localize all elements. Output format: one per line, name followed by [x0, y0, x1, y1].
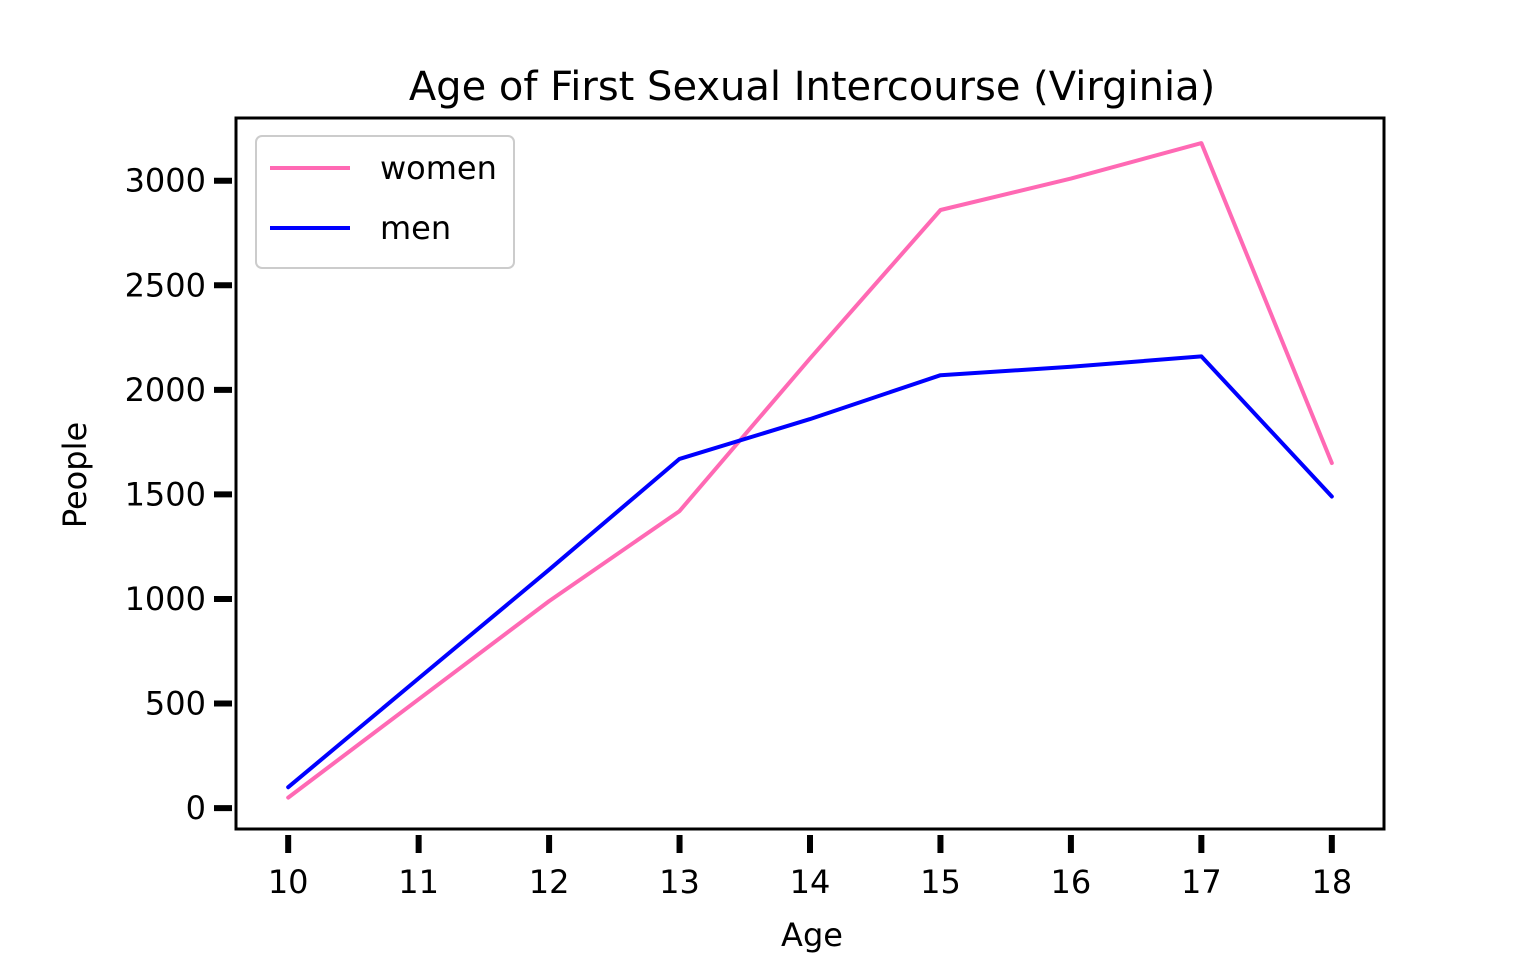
plot-frame: [234, 116, 1386, 831]
plot-border: [234, 116, 1386, 831]
chart-title: Age of First Sexual Intercourse (Virgini…: [409, 64, 1215, 110]
x-axis-label: Age: [781, 916, 843, 954]
y-tick-label: 2000: [125, 371, 206, 409]
x-tick-label: 11: [398, 863, 439, 901]
x-tick-label: 15: [920, 863, 961, 901]
y-axis: 0 500 1000 1500 2000 2500 3000: [125, 162, 232, 827]
legend-label-women: women: [380, 149, 497, 187]
y-tick-label: 1500: [125, 475, 206, 513]
y-tick-label: 0: [186, 789, 206, 827]
series-line-men: [286, 354, 1334, 790]
y-tick-label: 3000: [125, 162, 206, 200]
x-tick-label: 16: [1051, 863, 1092, 901]
series-line-women: [286, 141, 1334, 800]
y-axis-label: People: [56, 422, 94, 528]
x-tick-label: 10: [268, 863, 309, 901]
y-tick-label: 500: [145, 685, 206, 723]
x-tick-label: 14: [790, 863, 831, 901]
legend-label-men: men: [380, 209, 451, 247]
x-tick-label: 12: [529, 863, 570, 901]
legend: women men: [255, 135, 515, 269]
y-tick-label: 1000: [125, 580, 206, 618]
x-axis: 10 11 12 13 14 15 16 17 18: [268, 835, 1352, 901]
x-tick-label: 13: [659, 863, 700, 901]
x-tick-label: 18: [1311, 863, 1352, 901]
y-tick-label: 2500: [125, 266, 206, 304]
series-group: [286, 141, 1334, 800]
x-tick-label: 17: [1181, 863, 1222, 901]
